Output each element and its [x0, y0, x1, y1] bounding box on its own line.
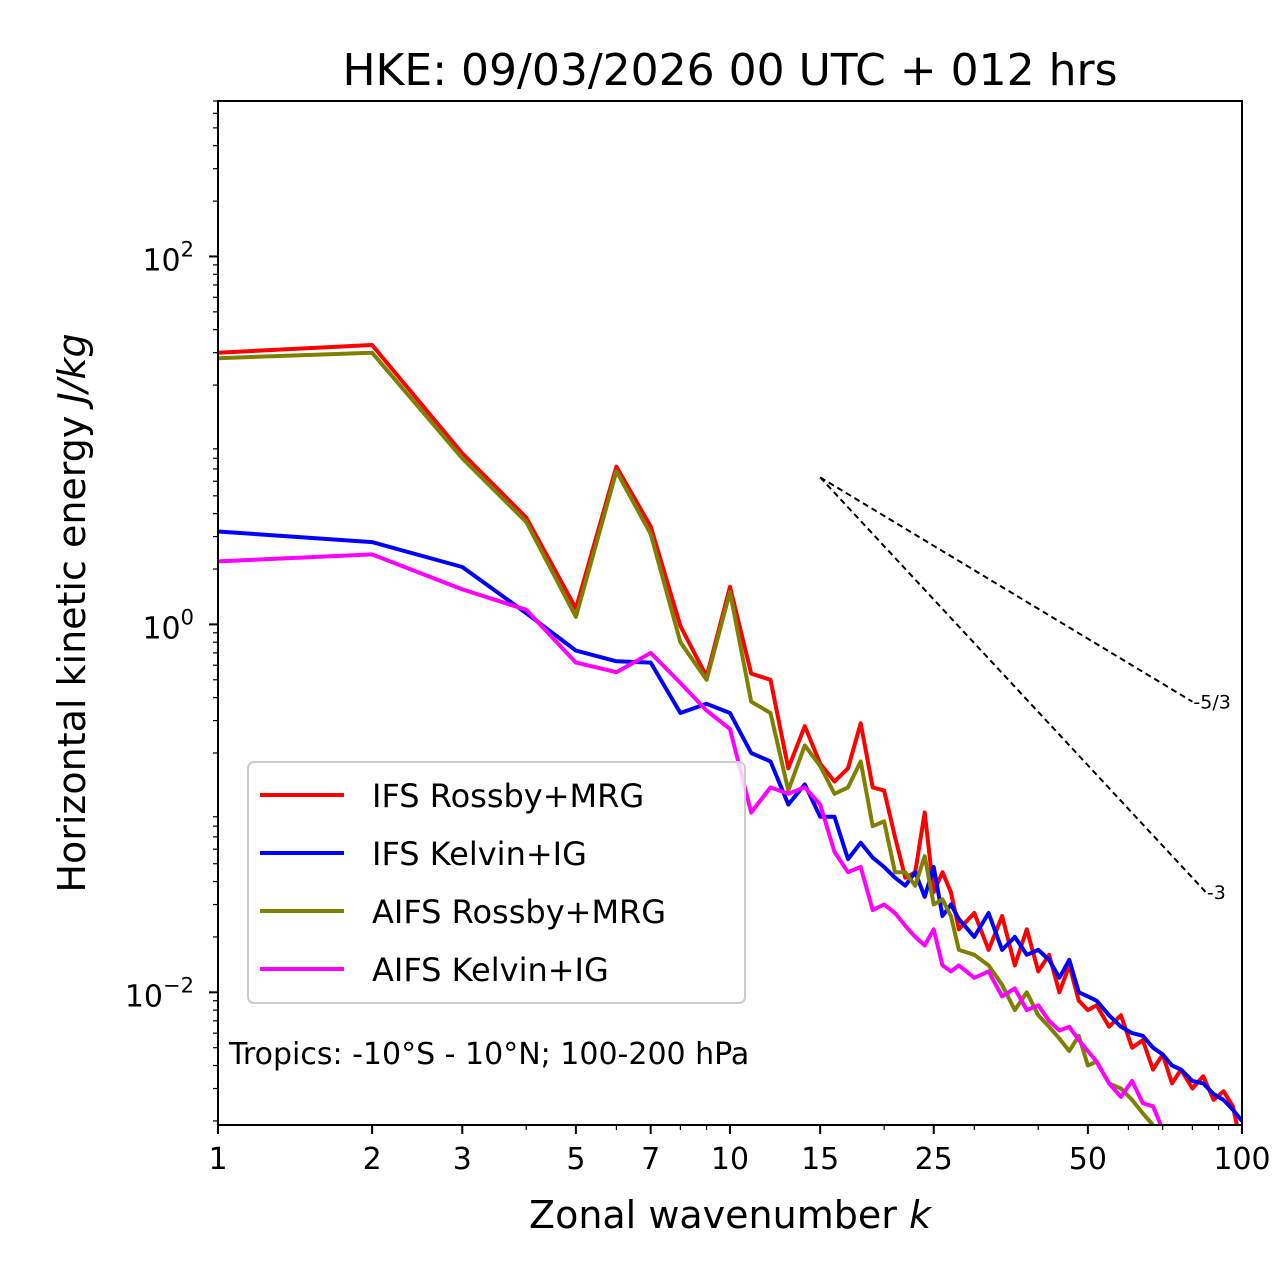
legend-label-aifs-kelvin-ig: AIFS Kelvin+IG — [372, 951, 609, 989]
legend: IFS Rossby+MRG IFS Kelvin+IG AIFS Rossby+M… — [247, 761, 746, 1004]
slope-line-1 — [819, 476, 1207, 893]
region-annotation: Tropics: -10°S - 10°N; 100-200 hPa — [228, 1037, 749, 1072]
x-tick-label: 3 — [453, 1142, 472, 1177]
x-axis-label: Zonal wavenumber k — [529, 1193, 933, 1237]
x-tick-label: 1 — [208, 1142, 227, 1177]
legend-entries: IFS Rossby+MRG IFS Kelvin+IG AIFS Rossby+M… — [260, 777, 666, 989]
slope-reference-layer: -5/3 -3 — [819, 476, 1231, 904]
slope-label-1: -3 — [1207, 882, 1226, 904]
series-line-ifs-kelvin-ig — [218, 529, 1242, 1123]
x-axis-ticks: 1 2 3 5 7 10 15 25 50 100 — [208, 1125, 1271, 1177]
series-layer — [218, 343, 1242, 1125]
y-tick-label: 100 — [142, 605, 194, 646]
x-tick-label: 15 — [801, 1142, 839, 1177]
legend-label-ifs-kelvin-ig: IFS Kelvin+IG — [372, 835, 587, 873]
series-line-aifs-rossby-mrg — [218, 350, 1156, 1125]
x-tick-label: 50 — [1069, 1142, 1107, 1177]
legend-box — [247, 761, 746, 1004]
chart-title: HKE: 09/03/2026 00 UTC + 012 hrs — [342, 45, 1117, 96]
y-axis-label: Horizontal kinetic energy J/kg — [50, 333, 94, 892]
y-tick-label: 10−2 — [125, 973, 194, 1014]
slope-label-0: -5/3 — [1193, 692, 1230, 714]
y-tick-label: 102 — [142, 237, 194, 278]
plot-frame — [217, 100, 1243, 1126]
x-tick-label: 100 — [1213, 1142, 1270, 1177]
series-line-aifs-kelvin-ig — [218, 552, 1164, 1125]
x-tick-label: 7 — [641, 1142, 660, 1177]
x-tick-label: 2 — [363, 1142, 382, 1177]
series-line-ifs-rossby-mrg — [218, 343, 1239, 1125]
slope-line-0 — [819, 476, 1193, 703]
x-tick-label: 5 — [566, 1142, 585, 1177]
legend-label-aifs-rossby-mrg: AIFS Rossby+MRG — [372, 893, 666, 931]
legend-label-ifs-rossby-mrg: IFS Rossby+MRG — [372, 777, 644, 815]
y-axis-ticks: 102 100 10−2 — [125, 237, 218, 1014]
x-tick-label: 10 — [711, 1142, 749, 1177]
x-tick-label: 25 — [915, 1142, 953, 1177]
